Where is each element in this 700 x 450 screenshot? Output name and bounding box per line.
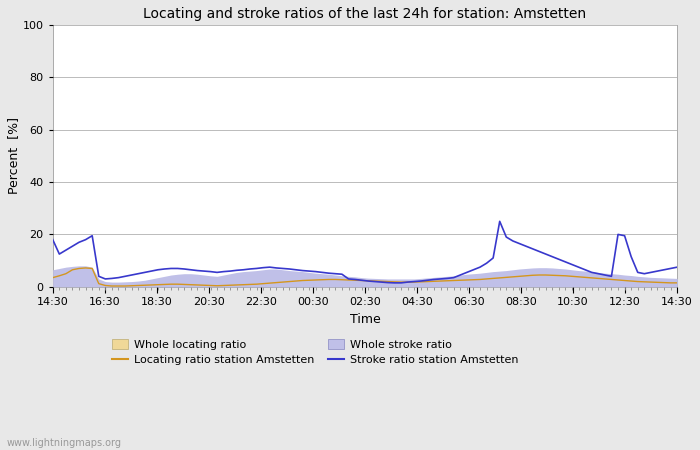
Y-axis label: Percent  [%]: Percent [%] [7,117,20,194]
X-axis label: Time: Time [349,313,380,326]
Text: www.lightningmaps.org: www.lightningmaps.org [7,438,122,448]
Title: Locating and stroke ratios of the last 24h for station: Amstetten: Locating and stroke ratios of the last 2… [144,7,587,21]
Legend: Whole locating ratio, Locating ratio station Amstetten, Whole stroke ratio, Stro: Whole locating ratio, Locating ratio sta… [112,339,518,365]
